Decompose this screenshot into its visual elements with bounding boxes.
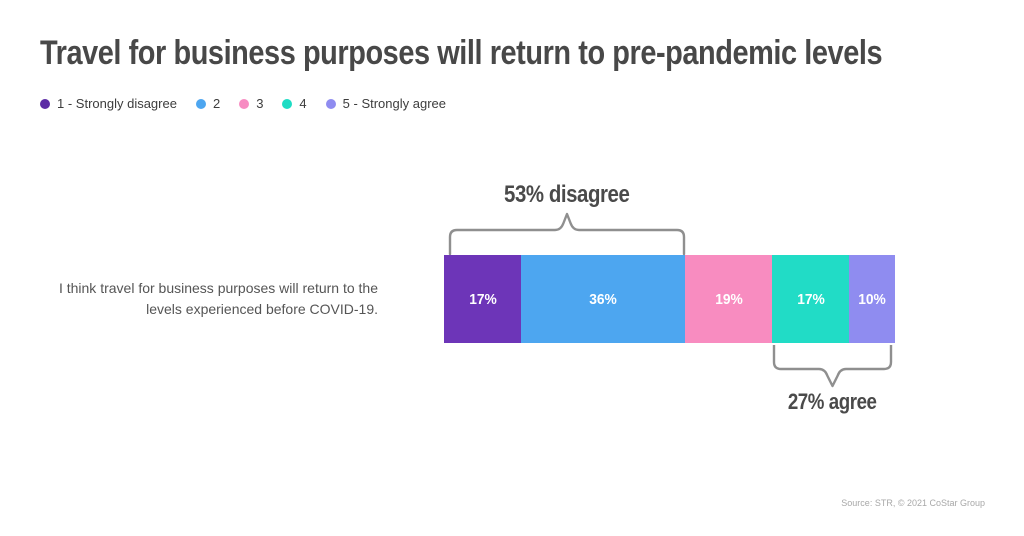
statement-line-2: levels experienced before COVID-19. (146, 301, 378, 317)
bar-segment-3: 19% (685, 255, 772, 343)
legend-dot-icon (40, 98, 50, 109)
bar-segment-value: 17% (468, 290, 497, 308)
bar-segment-value: 10% (858, 290, 887, 308)
bar-segment-value: 17% (796, 290, 825, 308)
page-title: Travel for business purposes will return… (40, 34, 1024, 73)
legend-dot-icon (195, 98, 206, 109)
annotation-agree-label: 27% agree (772, 389, 893, 415)
legend-label: 2 (212, 96, 221, 111)
bar-segment-5: 10% (849, 255, 895, 343)
brace-disagree-icon (448, 212, 686, 255)
annotation-disagree-text: 53% disagree (504, 181, 630, 208)
annotation-disagree-label: 53% disagree (448, 181, 686, 209)
bar-segment-4: 17% (772, 255, 850, 343)
legend-dot-icon (239, 98, 250, 109)
bar-segment-value: 19% (714, 290, 743, 308)
legend-label: 3 (256, 96, 264, 111)
source-credit: Source: STR, © 2021 CoStar Group (841, 498, 985, 508)
bar-segment-2: 36% (521, 255, 686, 343)
brace-agree-icon (772, 345, 893, 388)
annotation-agree-text: 27% agree (788, 389, 877, 414)
bar-segment-1: 17% (444, 255, 522, 343)
legend-label: 4 (299, 96, 307, 111)
page-title-text: Travel for business purposes will return… (40, 34, 883, 72)
legend-dot-icon (325, 98, 336, 109)
bar-segment-value: 36% (589, 290, 618, 308)
stacked-bar: 17% 36% 19% 17% 10% (444, 255, 895, 343)
legend-item-5: 5 - Strongly agree (325, 96, 446, 111)
legend: 1 - Strongly disagree 2 3 4 5 - Strongly agr… (40, 96, 446, 111)
legend-label: 5 - Strongly agree (342, 96, 446, 111)
legend-item-4: 4 (282, 96, 307, 111)
statement: I think travel for business purposes wil… (48, 278, 378, 320)
legend-item-2: 2 (195, 96, 221, 111)
statement-line-1: I think travel for business purposes wil… (58, 280, 378, 296)
legend-dot-icon (282, 98, 293, 109)
legend-item-3: 3 (239, 96, 263, 111)
legend-label: 1 - Strongly disagree (57, 96, 177, 111)
legend-item-1: 1 - Strongly disagree (40, 96, 177, 111)
